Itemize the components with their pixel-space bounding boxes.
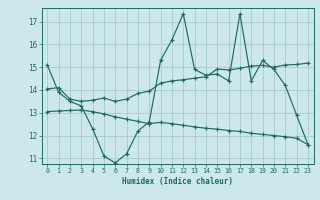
X-axis label: Humidex (Indice chaleur): Humidex (Indice chaleur) — [122, 177, 233, 186]
